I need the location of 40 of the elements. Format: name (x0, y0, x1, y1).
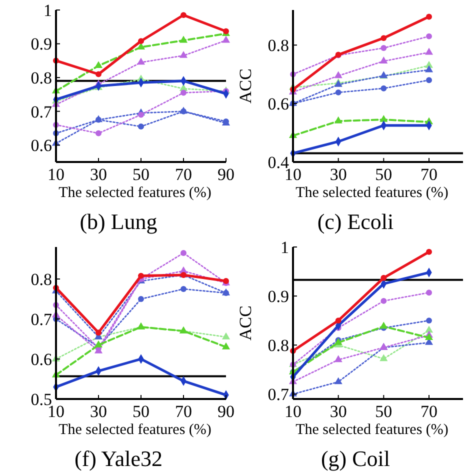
x-tick-label: 70 (420, 402, 438, 421)
text: (g) Coil (320, 446, 390, 471)
y-tick-label: 1 (280, 238, 289, 257)
x-tick-label: 90 (218, 165, 234, 184)
text: (c) Ecoli (317, 209, 394, 234)
y-tick-label: 0.8 (30, 270, 52, 289)
x-tick-label: 30 (90, 165, 107, 184)
x-axis-title: The selected features (%) (296, 185, 448, 201)
x-tick-label: 30 (330, 402, 347, 421)
x-tick-label: 30 (90, 402, 107, 421)
text: (f) Yale32 (74, 446, 162, 471)
y-axis-title: ACC (236, 306, 255, 340)
x-tick-label: 50 (132, 165, 150, 184)
x-axis-title: The selected features (%) (58, 185, 212, 201)
x-tick-label: 10 (284, 402, 302, 421)
y-tick-label: 0.8 (268, 36, 289, 56)
y-tick-label: 0.7 (30, 310, 52, 329)
x-tick-label: 50 (375, 165, 392, 184)
y-tick-label: 0.6 (30, 136, 52, 156)
x-tick-label: 70 (175, 165, 192, 184)
x-tick-label: 90 (218, 402, 234, 421)
y-tick-label: 0.6 (30, 350, 52, 369)
y-tick-label: 0.6 (268, 94, 289, 114)
y-tick-label: 0.7 (268, 385, 290, 404)
y-tick-label: 0.8 (30, 68, 52, 88)
x-tick-label: 10 (48, 165, 64, 184)
y-axis-title: ACC (236, 68, 255, 104)
y-tick-label: 0.8 (268, 336, 289, 356)
y-tick-label: 0.9 (30, 34, 52, 54)
x-axis-title: The selected features (%) (296, 422, 448, 438)
x-axis-title: The selected features (%) (58, 422, 212, 438)
x-tick-label: 50 (132, 402, 150, 421)
x-tick-label: 30 (330, 165, 347, 184)
x-tick-label: 50 (375, 402, 392, 421)
y-tick-label: 0.9 (268, 286, 289, 306)
text: (b) Lung (80, 209, 158, 234)
y-tick-label: 1 (44, 0, 52, 20)
y-tick-label: 0.7 (30, 102, 52, 122)
x-tick-label: 70 (420, 165, 438, 184)
x-tick-label: 70 (175, 402, 192, 421)
